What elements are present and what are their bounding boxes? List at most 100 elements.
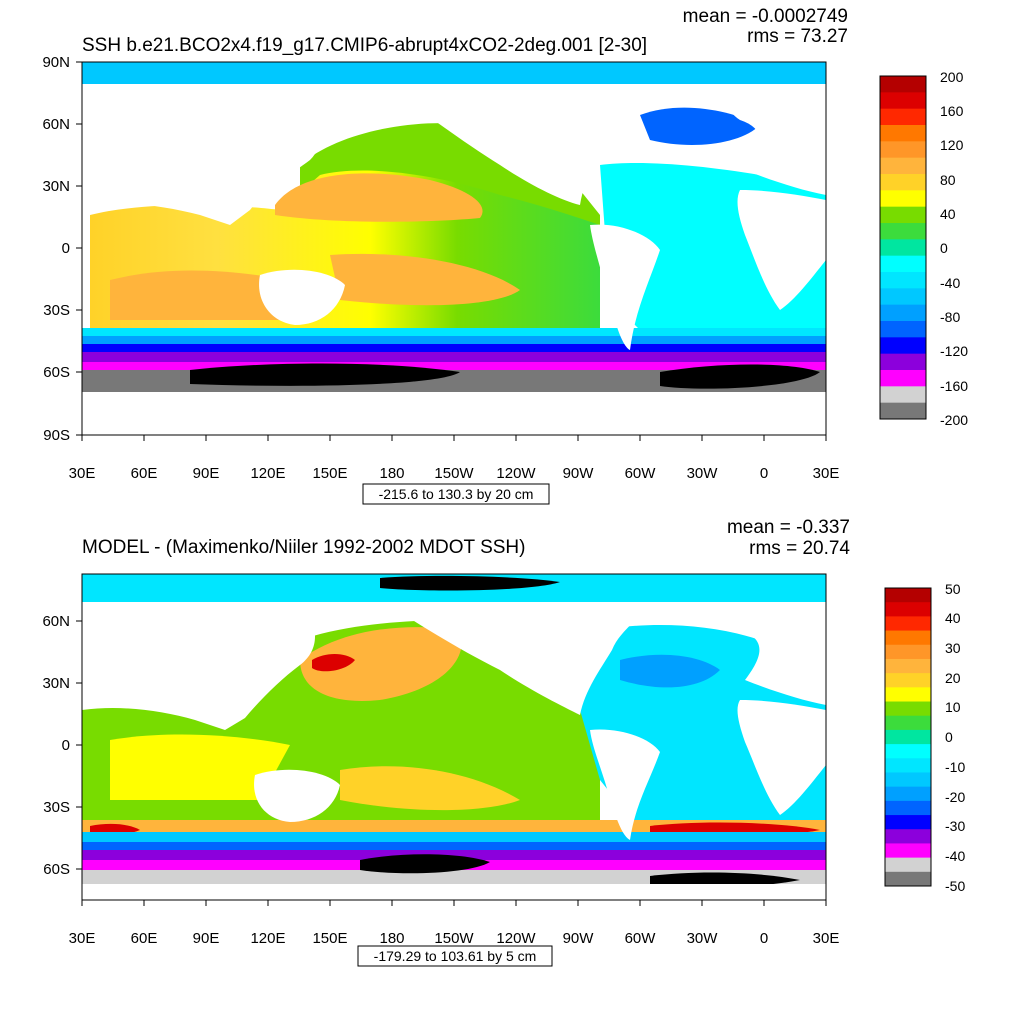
lon-label: 30E bbox=[813, 465, 840, 482]
land-europe-greenland bbox=[720, 602, 826, 705]
kuroshio-red bbox=[312, 654, 355, 672]
panel-2-lon-labels: 30E 60E 90E 120E 150E 180 150W 120W 90W … bbox=[69, 930, 840, 947]
lon-label: 30E bbox=[813, 930, 840, 947]
colorbar-swatch bbox=[885, 758, 931, 773]
lon-label: 60E bbox=[131, 930, 158, 947]
lat-label: 60S bbox=[43, 861, 70, 878]
antarctic-low-2 bbox=[660, 364, 820, 389]
panel-2-map bbox=[82, 574, 826, 900]
panel-2-lat-ticks bbox=[76, 620, 82, 870]
lon-label: 150E bbox=[312, 930, 347, 947]
land-north-america bbox=[400, 602, 650, 715]
arctic-ocean bbox=[82, 62, 826, 84]
lon-label: 90W bbox=[563, 930, 595, 947]
antarctic-low-1 bbox=[190, 363, 460, 386]
south-pacific-yellow bbox=[340, 766, 520, 811]
colorbar-swatch bbox=[880, 370, 926, 387]
colorbar-swatch bbox=[880, 239, 926, 257]
land-australia bbox=[259, 269, 345, 325]
colorbar-swatch bbox=[880, 321, 926, 338]
lat-label: 60N bbox=[42, 116, 70, 133]
north-atlantic-subpolar bbox=[640, 107, 760, 145]
colorbar-label: -200 bbox=[940, 412, 968, 428]
lon-label: 30W bbox=[687, 930, 719, 947]
colorbar-swatch bbox=[885, 673, 931, 688]
land-australia bbox=[254, 769, 340, 822]
colorbar-swatch bbox=[885, 588, 931, 603]
colorbar-swatch bbox=[885, 829, 931, 844]
antarctica bbox=[82, 392, 826, 435]
colorbar-swatch bbox=[885, 701, 931, 717]
arctic-low bbox=[380, 575, 560, 591]
colorbar-swatch bbox=[880, 190, 926, 208]
lon-label: 150E bbox=[312, 465, 347, 482]
colorbar-swatch bbox=[880, 402, 926, 420]
land-africa bbox=[737, 700, 826, 815]
southern-band-1 bbox=[82, 328, 826, 336]
panel-1-contour-info: -215.6 to 130.3 by 20 cm bbox=[379, 486, 534, 502]
colorbar-swatch bbox=[885, 687, 931, 702]
land-south-america bbox=[590, 729, 660, 840]
colorbar-swatch bbox=[885, 630, 931, 646]
subtropical-high-south-pacific bbox=[330, 253, 520, 306]
colorbar-swatch bbox=[885, 616, 931, 631]
southern-band-3 bbox=[82, 842, 826, 850]
lon-label: 30W bbox=[687, 465, 719, 482]
lat-label: 30S bbox=[43, 302, 70, 319]
panel-1-colorbar-labels: 200 160 120 80 40 0 -40 -80 -120 -160 -2… bbox=[940, 69, 968, 428]
lon-label: 120W bbox=[496, 930, 536, 947]
colorbar-swatch bbox=[885, 715, 931, 731]
subtropical-high-indian bbox=[110, 270, 290, 320]
colorbar-swatch bbox=[880, 353, 926, 371]
lat-label: 30S bbox=[43, 799, 70, 816]
colorbar-swatch bbox=[880, 386, 926, 404]
colorbar-swatch bbox=[885, 815, 931, 830]
colorbar-swatch bbox=[885, 744, 931, 759]
lon-label: 90W bbox=[563, 465, 595, 482]
colorbar-swatch bbox=[880, 125, 926, 142]
colorbar-label: 40 bbox=[945, 610, 961, 626]
southern-band-1 bbox=[82, 820, 826, 832]
lat-label: 0 bbox=[62, 240, 70, 257]
colorbar-label: -50 bbox=[945, 878, 965, 894]
colorbar-label: -30 bbox=[945, 818, 965, 834]
lon-label: 150W bbox=[434, 465, 474, 482]
colorbar-swatch bbox=[880, 288, 926, 306]
land-north-america bbox=[400, 84, 650, 205]
southern-band-2 bbox=[82, 336, 826, 344]
lon-label: 90E bbox=[193, 930, 220, 947]
lat-label: 60S bbox=[43, 364, 70, 381]
colorbar-frame bbox=[884, 587, 932, 887]
colorbar-swatch bbox=[880, 223, 926, 240]
land-eurasia bbox=[82, 602, 315, 730]
southern-band-4 bbox=[82, 352, 826, 362]
colorbar-label: 160 bbox=[940, 103, 964, 119]
panel-1-colorbar bbox=[879, 75, 927, 420]
subtropical-yellow bbox=[110, 734, 290, 800]
antarctica bbox=[82, 884, 826, 900]
lon-label: 60W bbox=[625, 930, 657, 947]
southern-band-2 bbox=[82, 832, 826, 842]
colorbar-swatch bbox=[885, 857, 931, 873]
panel-1-title: SSH b.e21.BCO2x4.f19_g17.CMIP6-abrupt4xC… bbox=[82, 35, 647, 56]
colorbar-swatch bbox=[885, 800, 931, 816]
colorbar-swatch bbox=[880, 157, 926, 175]
lon-label: 120E bbox=[250, 465, 285, 482]
colorbar-label: -120 bbox=[940, 343, 968, 359]
colorbar-label: 40 bbox=[940, 206, 956, 222]
colorbar-label: -80 bbox=[940, 309, 960, 325]
panel-1-lat-labels: 90N 60N 30N 0 30S 60S 90S bbox=[42, 54, 70, 444]
southern-band-6 bbox=[82, 870, 826, 884]
colorbar-swatch bbox=[885, 871, 931, 887]
colorbar-label: 50 bbox=[945, 581, 961, 597]
colorbar-label: -10 bbox=[945, 759, 965, 775]
panel-2-lon-ticks bbox=[81, 900, 827, 906]
colorbar-swatch bbox=[880, 255, 926, 273]
lon-label: 180 bbox=[379, 465, 404, 482]
lat-label: 90S bbox=[43, 427, 70, 444]
lon-label: 60E bbox=[131, 465, 158, 482]
panel-2-contour-info-box bbox=[357, 945, 553, 967]
colorbar-swatch bbox=[885, 644, 931, 660]
colorbar-swatch bbox=[880, 108, 926, 126]
lat-label: 60N bbox=[42, 613, 70, 630]
